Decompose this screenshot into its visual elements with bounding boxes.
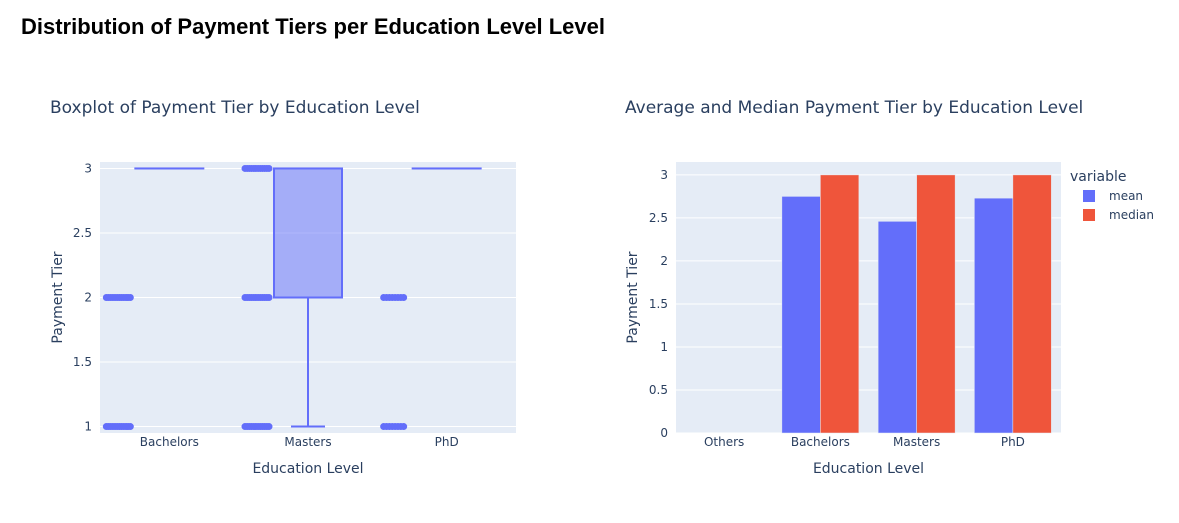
legend-swatch-median[interactable] — [1083, 209, 1095, 221]
outlier-point — [400, 294, 408, 301]
right-y-tick-label: 1.5 — [649, 297, 668, 311]
bar-mean-phd[interactable] — [974, 197, 1014, 434]
right-x-tick-label: Others — [704, 435, 744, 449]
left-x-tick-label: Bachelors — [140, 435, 199, 449]
left-y-tick-label: 1 — [84, 420, 92, 434]
bar-mean-bachelors[interactable] — [781, 196, 821, 434]
page-title: Distribution of Payment Tiers per Educat… — [21, 14, 605, 39]
outlier-point — [126, 294, 134, 301]
left-y-tick-label: 2.5 — [73, 226, 92, 240]
box-masters[interactable] — [273, 167, 343, 299]
outlier-point — [126, 423, 134, 431]
left-x-tick-label: PhD — [435, 435, 459, 449]
right-y-axis-title: Payment Tier — [625, 251, 641, 343]
right-y-tick-label: 1 — [660, 340, 668, 354]
left-y-tick-label: 3 — [84, 161, 92, 175]
outlier-point — [265, 294, 273, 301]
left-chart-title: Boxplot of Payment Tier by Education Lev… — [50, 98, 420, 118]
legend-label-median: median — [1109, 208, 1154, 222]
right-x-tick-label: PhD — [1001, 435, 1025, 449]
left-x-axis-title: Education Level — [252, 461, 363, 477]
left-y-tick-label: 1.5 — [73, 355, 92, 369]
left-y-axis-title: Payment Tier — [50, 251, 66, 343]
legend-swatch-mean[interactable] — [1083, 190, 1095, 202]
outlier-point — [400, 423, 408, 431]
outlier-point — [265, 423, 273, 431]
outlier-point — [265, 164, 273, 172]
legend-title: variable — [1070, 169, 1126, 185]
right-x-tick-label: Bachelors — [791, 435, 850, 449]
right-x-axis-title: Education Level — [813, 461, 924, 477]
bar-mean-masters[interactable] — [877, 221, 917, 434]
right-x-tick-label: Masters — [893, 435, 940, 449]
bar-median-bachelors[interactable] — [820, 174, 860, 434]
right-chart-title: Average and Median Payment Tier by Educa… — [625, 98, 1083, 118]
right-y-tick-label: 0 — [660, 426, 668, 440]
left-y-tick-label: 2 — [84, 291, 92, 305]
bar-median-masters[interactable] — [916, 174, 956, 434]
bar-median-phd[interactable] — [1012, 174, 1052, 434]
right-y-tick-label: 0.5 — [649, 383, 668, 397]
legend-label-mean: mean — [1109, 189, 1143, 203]
right-y-tick-label: 2 — [660, 254, 668, 268]
right-y-tick-label: 2.5 — [649, 211, 668, 225]
right-y-tick-label: 3 — [660, 168, 668, 182]
left-x-tick-label: Masters — [284, 435, 331, 449]
